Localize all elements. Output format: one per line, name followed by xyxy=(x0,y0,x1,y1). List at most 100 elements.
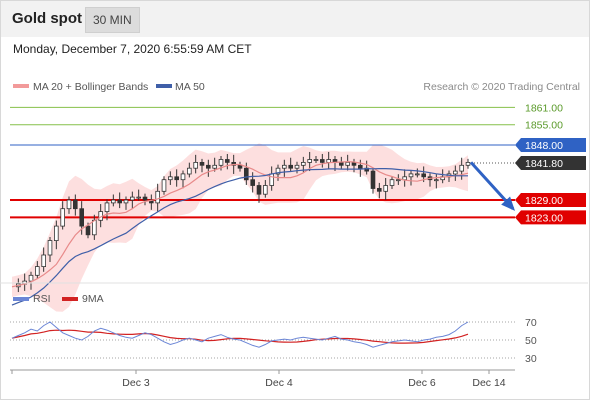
candle-body xyxy=(414,173,420,176)
rsi-tick-30: 30 xyxy=(525,353,537,365)
rsi-tick-50: 50 xyxy=(525,335,537,347)
level-label-1841.80: 1841.80 xyxy=(525,158,563,170)
candle-body xyxy=(294,164,300,169)
candle-body xyxy=(174,176,180,181)
rsi-layer: 70 50 30 xyxy=(10,317,537,365)
candle-body xyxy=(395,179,401,182)
candle-body xyxy=(193,161,199,169)
candle-body xyxy=(465,161,471,166)
candle-body xyxy=(85,225,91,236)
header-bar: Gold spot 30 MIN xyxy=(1,1,589,37)
candle-body xyxy=(117,199,123,204)
x-tick-label: Dec 6 xyxy=(408,377,436,389)
level-tag-1823.00 xyxy=(515,210,586,225)
candle-body xyxy=(389,179,395,186)
candle-body xyxy=(262,185,268,195)
ma50-legend-swatch xyxy=(156,84,172,88)
rsi-legend-swatch xyxy=(13,297,29,301)
candle-body xyxy=(307,159,312,163)
candle-body xyxy=(288,164,293,169)
level-tag-1841.80 xyxy=(515,155,586,170)
ma20-legend-label: MA 20 + Bollinger Bands xyxy=(33,81,148,93)
candle-body xyxy=(452,170,458,175)
rsi-line xyxy=(11,321,469,348)
candle-body xyxy=(199,161,205,166)
candle-body xyxy=(243,167,249,181)
instrument-title: Gold spot xyxy=(12,10,82,27)
copyright-text: Research © 2020 Trading Central xyxy=(423,81,580,93)
candle-body xyxy=(73,199,78,210)
bollinger-band xyxy=(12,143,468,312)
candle-body xyxy=(79,208,85,227)
candle-body xyxy=(275,167,281,175)
candle-body xyxy=(433,179,439,182)
candle-body xyxy=(205,164,211,169)
candle-body xyxy=(35,266,40,276)
projection-arrow-head xyxy=(501,196,516,211)
level-tag-1848.00 xyxy=(515,138,586,152)
candle-body xyxy=(161,179,167,192)
rsi-ma-line xyxy=(11,329,469,344)
candle-body xyxy=(28,274,34,282)
candle-body xyxy=(136,196,142,199)
candle-body xyxy=(408,173,414,178)
x-axis-ticks: Dec 3 Dec 4 Dec 6 Dec 14 xyxy=(11,370,506,389)
x-tick-label: Dec 3 xyxy=(122,377,150,389)
ma50-legend-label: MA 50 xyxy=(175,81,205,93)
candle-body xyxy=(376,187,382,192)
level-tags-layer: 1861.00 1855.00 1848.00 1841.80 1829.00 1823.… xyxy=(515,102,586,225)
candle-body xyxy=(383,185,388,192)
rsi-ma-legend-swatch xyxy=(62,297,78,301)
ma50-line xyxy=(11,167,468,306)
candle-body xyxy=(104,202,110,212)
candle-body xyxy=(218,159,224,166)
candle-body xyxy=(345,161,350,166)
candle-body xyxy=(250,179,256,186)
candle-body xyxy=(421,173,426,178)
candle-body xyxy=(313,159,319,161)
candle-body xyxy=(231,161,237,166)
bollinger-band-layer xyxy=(12,143,468,312)
candle-body xyxy=(319,159,325,163)
candle-body xyxy=(300,161,306,166)
level-label-1823.00: 1823.00 xyxy=(525,212,563,224)
candle-body xyxy=(237,164,243,169)
level-label-1861.00: 1861.00 xyxy=(525,102,563,114)
candle-body xyxy=(370,170,376,189)
candle-body xyxy=(224,159,230,163)
candle-body xyxy=(459,164,464,172)
candle-body xyxy=(92,219,97,236)
candle-body xyxy=(180,173,186,181)
candle-body xyxy=(111,199,116,204)
x-tick-label: Dec 4 xyxy=(265,377,293,389)
candle-body xyxy=(256,185,262,195)
rsi-ma-legend-label: 9MA xyxy=(82,293,104,305)
x-tick-label: Dec 14 xyxy=(472,377,505,389)
candle-body xyxy=(54,225,59,242)
ma20-legend-swatch xyxy=(13,84,29,88)
timeframe-badge[interactable]: 30 MIN xyxy=(85,7,140,33)
timestamp: Monday, December 7, 2020 6:55:59 AM CET xyxy=(13,42,252,56)
rsi-tick-70: 70 xyxy=(525,317,537,329)
candle-body xyxy=(123,199,129,204)
candle-body xyxy=(47,240,53,256)
candle-body xyxy=(129,196,135,201)
candle-body xyxy=(269,173,274,186)
moving-averages-layer xyxy=(11,160,516,306)
level-label-1848.00: 1848.00 xyxy=(525,140,563,152)
candle-body xyxy=(338,161,344,166)
candle-body xyxy=(167,176,173,181)
candle-body xyxy=(155,190,161,204)
candle-body xyxy=(212,164,218,169)
level-label-1855.00: 1855.00 xyxy=(525,120,563,132)
candle-body xyxy=(281,164,287,169)
level-label-1829.00: 1829.00 xyxy=(525,195,563,207)
candle-body xyxy=(186,167,192,175)
candle-body xyxy=(142,196,148,201)
ma20-line xyxy=(11,160,469,288)
rsi-legend-label: RSI xyxy=(33,293,51,305)
candle-body xyxy=(41,254,46,268)
candle-body xyxy=(60,208,65,227)
level-tag-1829.00 xyxy=(515,193,586,207)
